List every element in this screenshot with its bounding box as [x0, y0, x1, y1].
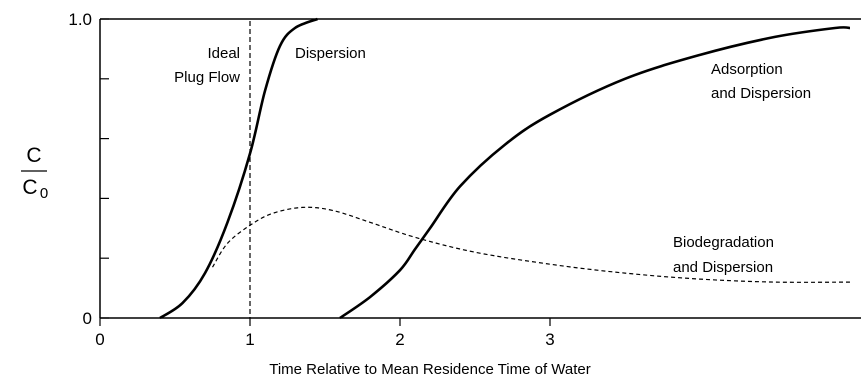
- adsorption-label-line2: and Dispersion: [711, 85, 811, 102]
- ideal-plug-flow-label-line1: Ideal: [207, 45, 240, 62]
- y-ticks: [100, 18, 109, 319]
- x-tick-label-0: 0: [95, 330, 104, 349]
- dispersion-curve: [159, 17, 318, 320]
- y-axis-label-subscript: 0: [40, 185, 48, 202]
- y-axis-label-denominator: C: [22, 176, 37, 199]
- y-tick-label-bottom: 0: [83, 309, 92, 328]
- x-tick-label-2: 2: [395, 330, 404, 349]
- biodegradation-dispersion-curve: [211, 206, 851, 283]
- x-axis-title: Time Relative to Mean Residence Time of …: [269, 361, 591, 378]
- x-tick-label-1: 1: [245, 330, 254, 349]
- biodegradation-label-line1: Biodegradation: [673, 234, 774, 251]
- dispersion-label: Dispersion: [295, 45, 366, 62]
- y-axis-label-numerator: C: [26, 144, 41, 167]
- adsorption-dispersion-curve: [339, 26, 851, 320]
- ideal-plug-flow-label-line2: Plug Flow: [174, 69, 240, 86]
- y-tick-label-top: 1.0: [68, 10, 92, 29]
- adsorption-label-line1: Adsorption: [711, 61, 783, 78]
- biodegradation-label-line2: and Dispersion: [673, 259, 773, 276]
- x-tick-label-3: 3: [545, 330, 554, 349]
- x-ticks: 0 1 2 3: [95, 318, 555, 349]
